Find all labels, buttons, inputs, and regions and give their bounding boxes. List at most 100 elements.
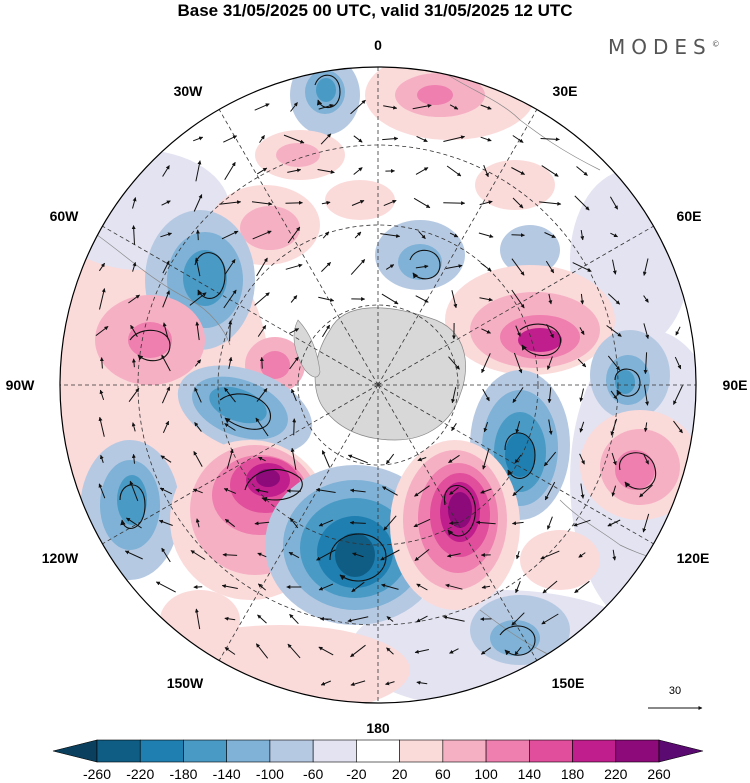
lon-label-150w: 150W [167, 675, 204, 691]
wind-vector-arrow [548, 293, 553, 305]
wind-vector-arrow [132, 197, 137, 209]
wind-vector-arrow [221, 230, 239, 240]
wind-vector-arrow [447, 553, 461, 558]
wind-vector-arrow [161, 386, 171, 404]
wind-vector-arrow [162, 290, 170, 308]
wind-vector-arrow [514, 454, 522, 464]
wind-vector-arrow [289, 517, 299, 529]
wind-vector-arrow [445, 264, 463, 269]
wind-vector-arrow [673, 420, 683, 434]
wind-vector-arrow [643, 295, 649, 303]
wind-vector-arrow [642, 258, 649, 276]
wind-vector-arrow [483, 165, 489, 178]
wind-vector-arrow [612, 549, 617, 561]
wind-vector-arrow [350, 644, 366, 658]
wind-vector-arrow [511, 258, 525, 276]
wind-vector-arrow [257, 583, 267, 591]
wind-vector-arrow [131, 225, 136, 245]
wind-vector-arrow [481, 328, 491, 334]
wind-vector-arrow [541, 165, 559, 177]
colorbar: -260 -220 -180 -140 -100 -60 -20 20 60 100 140 180 2… [52, 739, 704, 782]
colorbar-extend-high [658, 739, 704, 763]
wind-vector-arrow [285, 263, 303, 270]
wind-vector-arrow [385, 264, 395, 270]
colorbar-swatch [356, 739, 400, 763]
lon-label-30w: 30W [174, 83, 204, 99]
wind-vector-arrow [161, 200, 171, 206]
wind-vector-arrow [223, 135, 238, 143]
wind-vector-arrow [226, 448, 234, 469]
wind-vector-arrow [443, 615, 465, 622]
wind-vector-arrow [318, 519, 334, 527]
wind-vector-arrow [481, 353, 491, 374]
wind-vector-arrow [259, 357, 264, 369]
wind-vector-arrow [639, 484, 653, 498]
wind-vector-arrow [512, 521, 524, 526]
colorbar-swatch [312, 739, 357, 763]
wind-vector-arrow [548, 419, 553, 435]
wind-vector-arrow [347, 616, 369, 623]
wind-vector-arrow [545, 260, 555, 274]
wind-vector-arrow [99, 357, 104, 369]
wind-vector-arrow [610, 418, 618, 436]
wind-vector-arrow [383, 515, 397, 531]
wind-vector-arrow [321, 324, 331, 338]
wind-vector-arrow [483, 421, 489, 433]
vector-reference-label: 30 [669, 685, 681, 697]
lon-label-60e: 60E [677, 208, 702, 224]
wind-vector-arrow [476, 520, 496, 525]
wind-vector-arrow [482, 448, 490, 470]
wind-vector-arrow [577, 358, 587, 368]
wind-vector-arrow [222, 552, 238, 557]
wind-vector-arrow [155, 581, 176, 593]
wind-vector-arrow [228, 356, 233, 369]
wind-vector-arrow [257, 614, 267, 624]
wind-vector-arrow [574, 195, 590, 211]
wind-vector-arrow [642, 513, 650, 533]
wind-vector-arrow [451, 423, 457, 432]
colorbar-tick-label: 20 [392, 766, 408, 782]
wind-vector-arrow [580, 483, 585, 499]
wind-vector-arrow [511, 233, 525, 238]
colorbar-tick-label: -20 [346, 766, 366, 782]
wind-vector-arrow [130, 324, 138, 338]
wind-vector-arrow [416, 135, 428, 143]
wind-vector-arrow [255, 417, 269, 437]
wind-vector-arrow [543, 451, 557, 467]
wind-vector-arrow [258, 456, 266, 462]
wind-vector-arrow [611, 452, 617, 466]
wind-vector-arrow [259, 135, 265, 143]
wind-vector-arrow [580, 230, 585, 241]
map-boundary [59, 66, 697, 704]
wind-vector-arrow [512, 135, 524, 143]
wind-vector-arrow [290, 447, 297, 470]
wind-vector-arrow [449, 487, 459, 495]
wind-vector-arrow [287, 643, 301, 659]
wind-vector-arrow [386, 616, 394, 622]
wind-vector-arrow [195, 518, 200, 528]
wind-vector-arrow [478, 232, 494, 238]
colorbar-swatch [615, 739, 660, 763]
colorbar-swatch [139, 739, 184, 763]
wind-vector-arrow [320, 133, 332, 145]
wind-vector-arrow [415, 264, 429, 269]
lon-label-90w: 90W [6, 377, 36, 393]
wind-vector-arrow [256, 257, 268, 277]
wind-vector-arrow [512, 387, 524, 403]
wind-vector-arrow [132, 262, 137, 272]
wind-vector-arrow [354, 231, 362, 239]
wind-vector-arrow [547, 516, 553, 530]
wind-vector-arrow [194, 608, 201, 630]
wind-vector-arrow [318, 103, 334, 110]
wind-vector-arrow [289, 613, 299, 625]
wind-vector-arrow [128, 294, 140, 304]
wind-vector-arrow [194, 359, 202, 367]
wind-vector-arrow [95, 326, 109, 336]
wind-vector-arrow [257, 552, 267, 558]
wind-vector-arrow [610, 390, 618, 400]
wind-vector-arrow [126, 517, 142, 529]
wind-vector-arrow [350, 259, 366, 275]
wind-vector-arrow [318, 296, 335, 302]
wind-vector-arrow [353, 135, 363, 143]
wind-vector-arrow [292, 418, 297, 436]
